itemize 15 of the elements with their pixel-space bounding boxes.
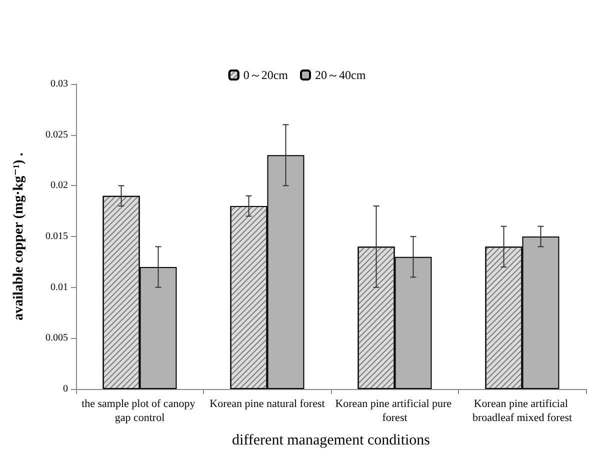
y-tick-label: 0.02 [50, 180, 68, 192]
y-tick-label: 0.03 [50, 78, 68, 90]
y-tick-label: 0.025 [46, 129, 68, 140]
legend-label: 0～20cm [243, 68, 289, 82]
y-tick-label: 0 [63, 384, 68, 394]
x-tick-label: Korean pine natural forest [210, 398, 325, 410]
legend-label: 20～40cm [315, 68, 366, 82]
x-tick-label: Korean pine artificial pure forest [335, 398, 454, 424]
y-axis-title: available copper (mg·kg⁻¹) . [12, 152, 26, 320]
x-tick-label: Korean pine artificial broadleaf mixed forest [472, 398, 572, 424]
y-tick-label: 0.005 [46, 332, 68, 344]
y-tick-label: 0.015 [46, 231, 68, 242]
x-tick-label: the sample plot of canopy gap control [82, 398, 198, 424]
x-axis-title: different management conditions [232, 432, 430, 448]
y-tick-label: 0.01 [50, 282, 68, 293]
